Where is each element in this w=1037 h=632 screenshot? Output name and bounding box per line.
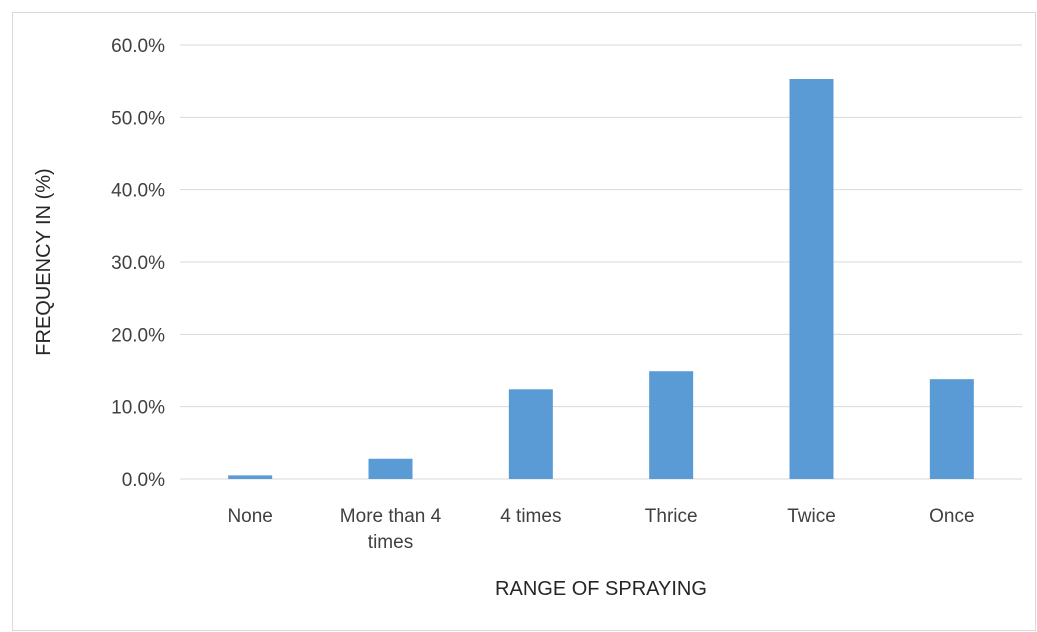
y-tick-label: 60.0% [111, 36, 165, 57]
y-tick-label: 0.0% [122, 470, 165, 491]
bar-4-times [508, 389, 553, 479]
x-tick-label: None [227, 506, 272, 527]
y-tick-label: 30.0% [111, 253, 165, 274]
y-tick-label: 10.0% [111, 398, 165, 419]
y-axis-tick-labels: 0.0% 10.0% 20.0% 30.0% 40.0% 50.0% 60.0% [111, 36, 165, 491]
x-tick-label: Once [929, 506, 974, 527]
x-tick-label: Thrice [645, 506, 698, 527]
chart-area [12, 12, 1036, 631]
x-axis-tick-labels: None More than 4 times 4 times Thrice Twice On… [227, 506, 974, 553]
x-tick-label: More than 4 times [340, 506, 442, 553]
bar-thrice [649, 371, 694, 479]
y-tick-label: 50.0% [111, 108, 165, 129]
gridlines [180, 44, 1022, 480]
x-tick-label: 4 times [500, 506, 561, 527]
bar-twice [789, 78, 834, 479]
bars [228, 78, 974, 479]
bar-once [929, 379, 974, 479]
y-tick-label: 40.0% [111, 181, 165, 202]
bar-none [228, 475, 273, 479]
y-tick-label: 20.0% [111, 325, 165, 346]
bar-more-than-4-times [368, 458, 413, 479]
y-axis-title: FREQUENCY IN (%) [33, 168, 55, 355]
x-tick-label: Twice [787, 506, 836, 527]
x-axis-title: RANGE OF SPRAYING [495, 578, 707, 600]
